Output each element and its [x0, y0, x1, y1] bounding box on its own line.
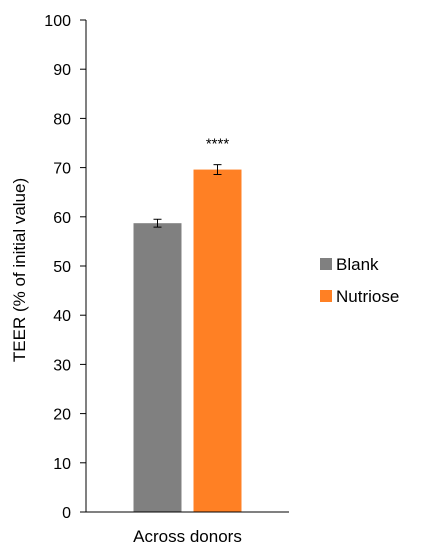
legend-swatch-nutriose: [320, 290, 332, 302]
bars: [133, 169, 242, 513]
y-tick-label: 70: [53, 161, 71, 178]
legend-swatch-blank: [320, 258, 332, 270]
significance-annotation: ****: [206, 136, 230, 153]
y-axis-title: TEER (% of initial value): [10, 178, 29, 362]
y-axis: 0 10 20 30 40 50 60 70 80 90 100: [44, 13, 86, 522]
category-label: Across donors: [133, 527, 242, 546]
bar-nutriose: [193, 169, 242, 512]
y-tick-label: 30: [53, 357, 71, 374]
y-tick-label: 50: [53, 259, 71, 276]
legend-label-blank: Blank: [336, 255, 379, 274]
bar-blank: [133, 223, 182, 513]
y-tick-label: 60: [53, 210, 71, 227]
y-tick-label: 40: [53, 308, 71, 325]
annotations: ****: [206, 136, 230, 153]
y-tick-label: 90: [53, 62, 71, 79]
legend: Blank Nutriose: [320, 255, 399, 306]
error-bars: [153, 164, 222, 228]
y-tick-label: 0: [62, 505, 71, 522]
y-tick-label: 80: [53, 111, 71, 128]
legend-label-nutriose: Nutriose: [336, 287, 399, 306]
y-tick-label: 100: [44, 13, 71, 30]
y-tick-label: 20: [53, 407, 71, 424]
y-tick-label: 10: [53, 456, 71, 473]
